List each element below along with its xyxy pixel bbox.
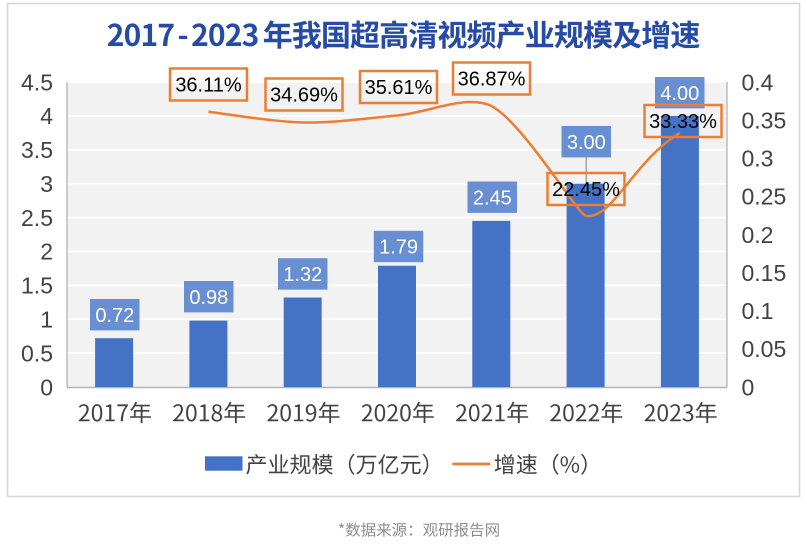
svg-text:0.98: 0.98 xyxy=(189,287,228,309)
svg-text:1.5: 1.5 xyxy=(21,273,53,299)
svg-text:0: 0 xyxy=(40,374,53,400)
svg-text:1: 1 xyxy=(40,307,53,333)
svg-text:36.87%: 36.87% xyxy=(458,69,526,91)
svg-text:0.35: 0.35 xyxy=(742,107,787,133)
svg-text:0.5: 0.5 xyxy=(21,340,53,366)
svg-text:34.69%: 34.69% xyxy=(270,85,338,107)
svg-text:0.05: 0.05 xyxy=(742,336,787,362)
svg-text:0.2: 0.2 xyxy=(742,222,774,248)
svg-text:3: 3 xyxy=(40,171,53,197)
svg-text:35.61%: 35.61% xyxy=(365,77,433,99)
svg-text:0.4: 0.4 xyxy=(742,69,774,95)
svg-text:0.72: 0.72 xyxy=(95,305,134,327)
svg-text:36.11%: 36.11% xyxy=(175,75,242,97)
svg-text:4.00: 4.00 xyxy=(660,83,699,105)
svg-text:0.3: 0.3 xyxy=(742,146,774,172)
svg-text:0.25: 0.25 xyxy=(742,184,787,210)
svg-text:4.5: 4.5 xyxy=(21,69,53,95)
svg-text:1.32: 1.32 xyxy=(283,264,322,286)
svg-text:3.5: 3.5 xyxy=(21,137,53,163)
svg-text:33.33%: 33.33% xyxy=(649,111,717,133)
svg-text:4: 4 xyxy=(40,103,53,129)
svg-text:0.1: 0.1 xyxy=(742,298,774,324)
svg-text:0: 0 xyxy=(742,374,755,400)
svg-text:2: 2 xyxy=(40,239,53,265)
svg-text:3.00: 3.00 xyxy=(567,132,606,154)
svg-text:1.79: 1.79 xyxy=(379,237,418,259)
svg-text:2.5: 2.5 xyxy=(21,205,53,231)
svg-text:2.45: 2.45 xyxy=(473,187,512,209)
svg-text:22.45%: 22.45% xyxy=(552,179,620,201)
svg-text:0.15: 0.15 xyxy=(742,260,787,286)
